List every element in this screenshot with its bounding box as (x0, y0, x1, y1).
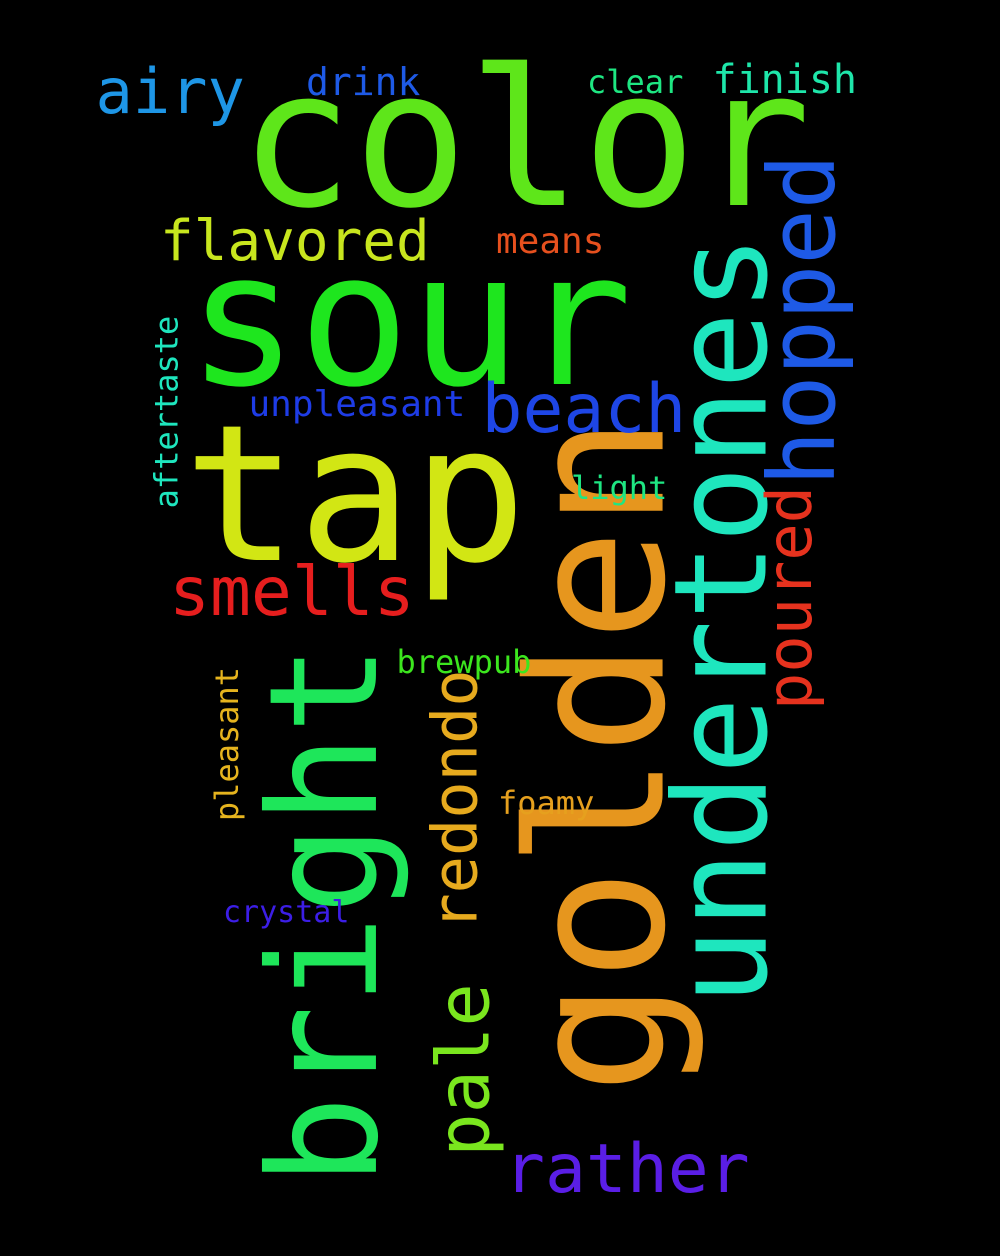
word-unpleasant: unpleasant (248, 384, 466, 425)
word-clear: clear (587, 63, 684, 101)
word-airy: airy (95, 55, 245, 128)
word-pleasant: pleasant (208, 666, 247, 822)
word-rather: rather (504, 1130, 750, 1209)
word-drink: drink (306, 60, 421, 104)
word-tap: tap (183, 384, 527, 605)
word-pale: pale (421, 983, 506, 1157)
word-smells: smells (169, 553, 415, 632)
word-sour: sour (187, 211, 633, 428)
word-finish: finish (712, 57, 858, 103)
word-light: light (571, 469, 668, 507)
word-crystal: crystal (223, 895, 350, 930)
word-color: color (239, 29, 811, 250)
word-brewpub: brewpub (396, 643, 532, 681)
word-means: means (496, 221, 605, 262)
word-hopped: hopped (749, 153, 857, 487)
word-foamy: foamy (498, 784, 595, 822)
word-flavored: flavored (160, 209, 430, 274)
word-beach: beach (481, 370, 687, 449)
word-redondo: redondo (418, 669, 492, 931)
word-aftertaste: aftertaste (146, 315, 185, 509)
word-poured: poured (752, 486, 826, 710)
